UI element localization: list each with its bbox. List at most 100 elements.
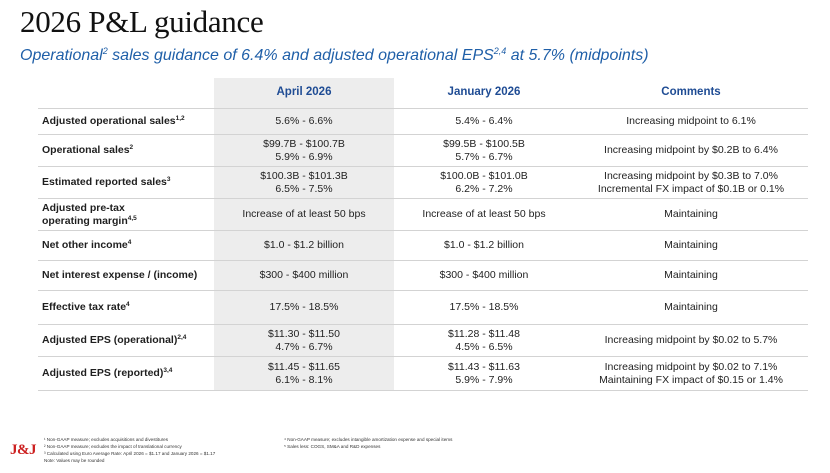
comment-cell: Increasing midpoint to 6.1% xyxy=(574,108,808,135)
comment: Maintaining xyxy=(664,239,718,252)
row-label-footnote: 2,4 xyxy=(177,334,187,342)
january-value: $300 - $400 million xyxy=(439,269,529,282)
subtitle-sup2: 2,4 xyxy=(493,46,507,56)
table-header-row: April 2026 January 2026 Comments xyxy=(38,78,808,109)
january-value-cell: $11.43 - $11.63 5.9% - 7.9% xyxy=(394,356,574,391)
january-value: 6.2% - 7.2% xyxy=(455,182,513,195)
footnote: ³ Calculated using Euro Average Rate: Ap… xyxy=(44,451,216,456)
comment: Maintaining xyxy=(664,301,718,314)
january-value: $1.0 - $1.2 billion xyxy=(444,239,524,252)
subtitle-part2: sales guidance of 6.4% and adjusted oper… xyxy=(107,47,494,64)
april-value: 5.6% - 6.6% xyxy=(275,115,333,128)
subtitle-sup1: 2 xyxy=(102,46,108,56)
row-label-footnote: 4 xyxy=(127,239,132,247)
jj-logo: J&J xyxy=(10,442,37,458)
guidance-table: April 2026 January 2026 Comments Adjuste… xyxy=(38,78,808,391)
table-row: Adjusted EPS (reported)3,4 $11.45 - $11.6… xyxy=(38,356,808,391)
april-value-cell: $1.0 - $1.2 billion xyxy=(214,230,394,261)
january-value-cell: $99.5B - $100.5B 5.7% - 6.7% xyxy=(394,134,574,167)
comment: Maintaining FX impact of $0.15 or 1.4% xyxy=(599,373,783,386)
header-comments: Comments xyxy=(574,78,808,109)
table-row: Effective tax rate4 17.5% - 18.5% 17.5% - … xyxy=(38,290,808,325)
row-label-text: Effective tax rate xyxy=(42,301,127,314)
january-value: $99.5B - $100.5B xyxy=(443,137,525,150)
april-value-cell: 5.6% - 6.6% xyxy=(214,108,394,135)
row-label-text-line2: operating margin xyxy=(42,214,128,227)
january-value: 5.4% - 6.4% xyxy=(455,115,513,128)
january-value-cell: $11.28 - $11.48 4.5% - 6.5% xyxy=(394,324,574,357)
table-row: Adjusted pre-tax operating margin4,5 Incre… xyxy=(38,198,808,231)
comment: Incremental FX impact of $0.1B or 0.1% xyxy=(597,182,785,195)
comment-cell: Increasing midpoint by $0.02 to 7.1% Main… xyxy=(574,356,808,391)
row-label-text: Adjusted EPS (operational) xyxy=(42,334,178,347)
row-label-footnote: 3,4 xyxy=(163,367,173,375)
comment: Increasing midpoint by $0.02 to 7.1% xyxy=(604,360,778,373)
january-value-cell: Increase of at least 50 bps xyxy=(394,198,574,231)
row-label-footnote: 3 xyxy=(166,176,171,184)
subtitle-part3: at 5.7% (midpoints) xyxy=(506,47,649,64)
subtitle-part1: Operational xyxy=(20,47,103,64)
footnote: ⁵ Sales less: COGS, SM&A and R&D expense… xyxy=(284,444,381,449)
april-value-cell: $11.30 - $11.50 4.7% - 6.7% xyxy=(214,324,394,357)
april-value: $1.0 - $1.2 billion xyxy=(264,239,344,252)
footnote: ¹ Non-GAAP measure; excludes acquisition… xyxy=(44,437,169,442)
page-title: 2026 P&L guidance xyxy=(20,4,264,39)
row-label-footnote: 2 xyxy=(129,144,134,152)
comment: Increasing midpoint by $0.2B to 6.4% xyxy=(604,144,778,157)
january-value: 5.7% - 6.7% xyxy=(455,150,513,163)
comment-cell: Maintaining xyxy=(574,260,808,291)
row-label-text: Operational sales xyxy=(42,144,130,157)
january-value-cell: $300 - $400 million xyxy=(394,260,574,291)
april-value-cell: Increase of at least 50 bps xyxy=(214,198,394,231)
row-label-text: Adjusted operational sales xyxy=(42,115,176,128)
table-row: Operational sales2 $99.7B - $100.7B 5.9% -… xyxy=(38,134,808,167)
comment: Increasing midpoint to 6.1% xyxy=(626,115,756,128)
row-label-text: Net interest expense / (income) xyxy=(42,269,198,282)
row-label: Adjusted pre-tax operating margin4,5 xyxy=(38,198,214,231)
footnotes-left: ¹ Non-GAAP measure; excludes acquisition… xyxy=(44,436,215,464)
april-value-cell: $100.3B - $101.3B 6.5% - 7.5% xyxy=(214,166,394,199)
april-value: 6.5% - 7.5% xyxy=(275,182,333,195)
comment-cell: Maintaining xyxy=(574,230,808,261)
footnote: ² Non-GAAP measure; excludes the impact … xyxy=(44,444,182,449)
header-april: April 2026 xyxy=(214,78,394,109)
comment: Increasing midpoint by $0.02 to 5.7% xyxy=(604,334,778,347)
row-label-text: Estimated reported sales xyxy=(42,176,167,189)
comment-cell: Maintaining xyxy=(574,198,808,231)
january-value: Increase of at least 50 bps xyxy=(422,208,546,221)
january-value: 5.9% - 7.9% xyxy=(455,373,513,386)
april-value: 6.1% - 8.1% xyxy=(275,373,333,386)
table-row: Net interest expense / (income) $300 - $4… xyxy=(38,260,808,291)
april-value-cell: $99.7B - $100.7B 5.9% - 6.9% xyxy=(214,134,394,167)
row-label: Net interest expense / (income) xyxy=(38,260,214,291)
row-label: Adjusted EPS (operational)2,4 xyxy=(38,324,214,357)
footnotes-right: ⁴ Non-GAAP measure; excludes intangible … xyxy=(284,436,452,450)
row-label-text: Adjusted pre-tax xyxy=(42,201,125,214)
january-value: $11.28 - $11.48 xyxy=(447,327,520,340)
table-row: Adjusted operational sales1,2 5.6% - 6.6%… xyxy=(38,108,808,135)
january-value-cell: 17.5% - 18.5% xyxy=(394,290,574,325)
comment: Maintaining xyxy=(664,269,718,282)
row-label-footnote: 4,5 xyxy=(127,214,137,222)
january-value: 4.5% - 6.5% xyxy=(455,340,513,353)
april-value: 4.7% - 6.7% xyxy=(275,340,333,353)
april-value-cell: $300 - $400 million xyxy=(214,260,394,291)
january-value-cell: 5.4% - 6.4% xyxy=(394,108,574,135)
april-value: $11.45 - $11.65 xyxy=(267,360,340,373)
april-value: $100.3B - $101.3B xyxy=(260,169,348,182)
january-value-cell: $1.0 - $1.2 billion xyxy=(394,230,574,261)
april-value: $99.7B - $100.7B xyxy=(263,137,345,150)
row-label: Net other income4 xyxy=(38,230,214,261)
footnote: Note: Values may be rounded xyxy=(44,458,105,463)
april-value: Increase of at least 50 bps xyxy=(242,208,366,221)
april-value-cell: 17.5% - 18.5% xyxy=(214,290,394,325)
comment: Increasing midpoint by $0.3B to 7.0% xyxy=(604,169,778,182)
table-row: Estimated reported sales3 $100.3B - $101.… xyxy=(38,166,808,199)
april-value: 5.9% - 6.9% xyxy=(275,150,333,163)
row-label-footnote: 1,2 xyxy=(175,115,185,123)
row-label: Adjusted EPS (reported)3,4 xyxy=(38,356,214,391)
april-value-cell: $11.45 - $11.65 6.1% - 8.1% xyxy=(214,356,394,391)
row-label: Estimated reported sales3 xyxy=(38,166,214,199)
april-value: $300 - $400 million xyxy=(259,269,349,282)
april-value: $11.30 - $11.50 xyxy=(267,327,340,340)
